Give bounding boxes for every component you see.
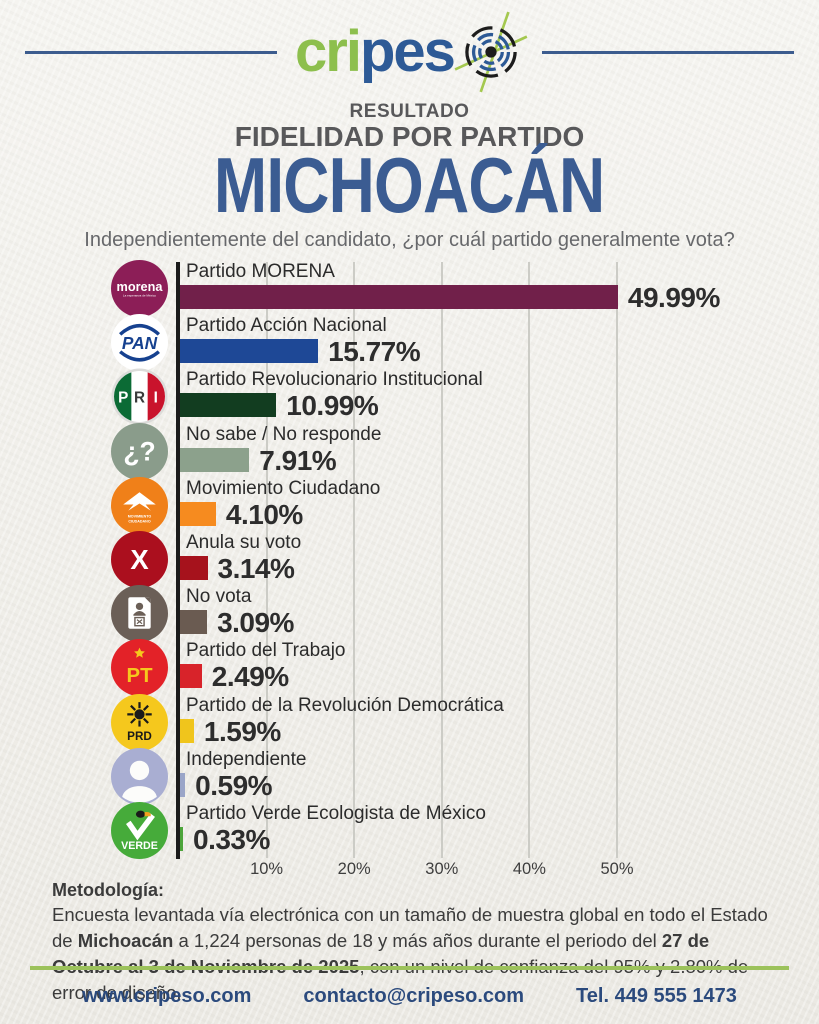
logo-right-rule — [541, 50, 794, 54]
svg-text:X: X — [130, 544, 149, 575]
cripeso-logo: cri pes — [295, 11, 532, 93]
bar-value: 49.99% — [627, 282, 720, 313]
green-divider — [30, 966, 789, 970]
bar-chart: 10% 20% 30% 40% 50% morena La esperanza de M… — [0, 260, 819, 880]
footer: www.cripeso.com contacto@cripeso.com Tel… — [0, 985, 819, 1008]
novota-party-icon — [111, 585, 168, 643]
svg-text:PT: PT — [127, 665, 154, 687]
bar-label: Partido Verde Ecologista de México — [186, 803, 486, 824]
bar — [180, 664, 202, 689]
grid-line-40% — [528, 262, 531, 858]
bar — [180, 556, 208, 580]
logo-left-rule — [25, 50, 278, 54]
bar — [180, 393, 277, 418]
morena-party-icon: morena La esperanza de México — [111, 260, 168, 317]
grid-line-50% — [616, 262, 618, 858]
bar — [180, 447, 250, 472]
bar-value: 2.49% — [211, 661, 289, 693]
bar-label: Independiente — [186, 748, 307, 770]
footer-email: contacto@cripeso.com — [303, 985, 525, 1007]
bar-label: Partido MORENA — [186, 261, 335, 282]
pri-party-icon: P R I — [111, 368, 168, 425]
svg-text:¿?: ¿? — [123, 436, 155, 466]
bar — [180, 827, 183, 851]
svg-text:La esperanza de México: La esperanza de México — [123, 294, 157, 298]
page-title: FIDELIDAD POR PARTIDO — [234, 121, 585, 152]
result-kicker: RESULTADO — [349, 101, 470, 122]
grid-line-20% — [353, 262, 356, 858]
pan-party-icon: PAN — [111, 314, 168, 372]
bar-label: Partido del Trabajo — [186, 640, 346, 662]
svg-text:PRD: PRD — [127, 729, 152, 742]
svg-text:VERDE: VERDE — [121, 840, 158, 852]
mc-party-icon: MOVIMIENTO CIUDADANO — [111, 476, 168, 534]
x-tick-label: 20% — [337, 860, 371, 878]
bar-label: No vota — [186, 586, 252, 608]
bar-value: 10.99% — [286, 390, 379, 422]
logo-text-green: cri — [295, 19, 362, 84]
bar-value: 0.59% — [195, 769, 273, 801]
state-title: MICHOACÁN — [214, 141, 605, 229]
bar-label: Partido Acción Nacional — [186, 315, 387, 337]
svg-text:morena: morena — [117, 279, 164, 294]
prd-party-icon: PRD — [111, 693, 168, 751]
nosabe-party-icon: ¿? — [111, 422, 168, 480]
svg-text:PAN: PAN — [122, 333, 158, 353]
footer-phone: Tel. 449 555 1473 — [576, 985, 737, 1007]
state-title-wrap: MICHOACÁN — [0, 146, 819, 224]
bar-value: 7.91% — [259, 444, 337, 476]
footer-website: www.cripeso.com — [82, 985, 252, 1007]
logo-row: cri pes — [0, 10, 819, 94]
bar-value: 3.14% — [217, 553, 295, 584]
independiente-party-icon — [111, 747, 168, 805]
bar-value: 4.10% — [225, 498, 303, 530]
anula-party-icon: X — [111, 531, 168, 588]
bar — [180, 501, 216, 526]
bar-label: No sabe / No responde — [186, 423, 382, 445]
x-tick-label: 30% — [425, 860, 459, 878]
bar-label: Anula su voto — [186, 532, 302, 553]
svg-text:P: P — [118, 390, 128, 407]
grid-line-30% — [440, 262, 443, 858]
bar — [180, 339, 319, 364]
methodology-bold-state: Michoacán — [77, 930, 174, 952]
pt-party-icon: PT — [111, 639, 168, 697]
bar — [180, 285, 618, 309]
verde-party-icon: VERDE — [111, 802, 168, 859]
bar-value: 15.77% — [328, 336, 421, 368]
x-tick-label: 40% — [512, 860, 546, 878]
bar-label: Partido de la Revolución Democrática — [186, 694, 504, 716]
bar-value: 0.33% — [193, 824, 270, 855]
svg-text:MOVIMIENTO: MOVIMIENTO — [128, 515, 152, 519]
survey-question: Independientemente del candidato, ¿por c… — [84, 229, 735, 251]
x-tick-label: 10% — [250, 860, 284, 878]
y-axis-line — [176, 262, 180, 859]
bar — [180, 610, 208, 635]
bar-label: Partido Revolucionario Institucional — [186, 369, 483, 391]
bar-value: 1.59% — [203, 715, 281, 747]
svg-text:CIUDADANO: CIUDADANO — [128, 519, 150, 523]
logo-text-blue: pes — [360, 19, 456, 84]
grid-line-10% — [265, 262, 268, 858]
methodology-seg1: Encuesta levantada vía electrónica con u… — [52, 904, 768, 952]
x-tick-label: 50% — [600, 860, 634, 878]
svg-text:I: I — [154, 390, 158, 407]
bar-value: 3.09% — [217, 607, 294, 639]
bar — [180, 772, 186, 797]
bar-label: Movimiento Ciudadano — [186, 477, 381, 499]
methodology-heading: Metodología: — [52, 880, 164, 900]
target-crosshair-icon — [454, 11, 528, 93]
methodology-seg2: a 1,224 personas de 18 y más años durant… — [173, 930, 662, 952]
svg-text:R: R — [134, 390, 145, 407]
bar — [180, 718, 194, 743]
